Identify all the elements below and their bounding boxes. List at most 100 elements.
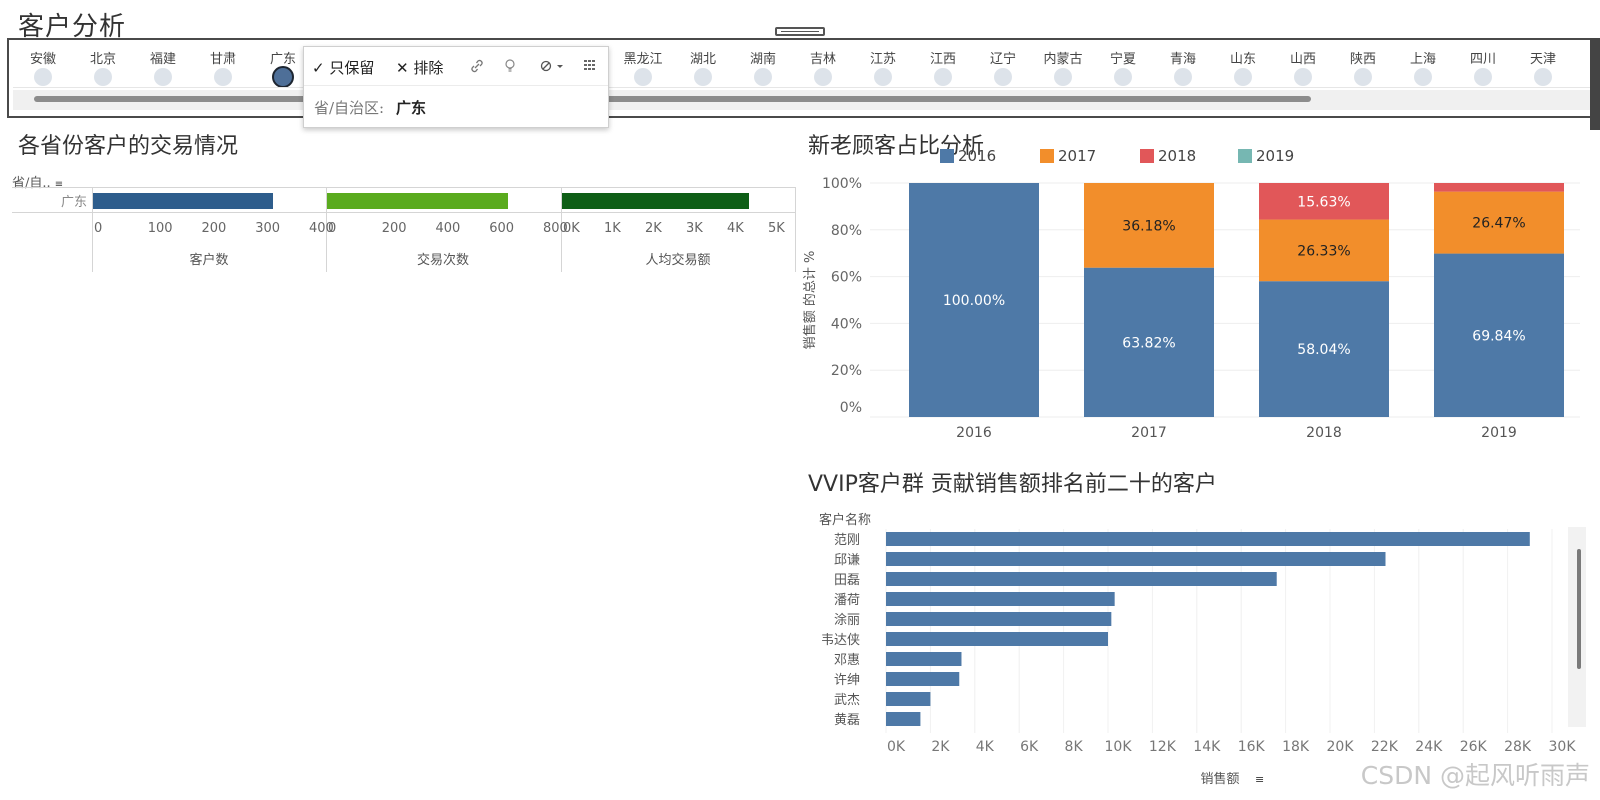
stacked-bar-segment[interactable] — [1259, 183, 1389, 220]
data-label: 26.33% — [1297, 243, 1350, 259]
left-panel-title: 各省份客户的交易情况 — [18, 134, 239, 159]
link-icon[interactable] — [470, 59, 484, 77]
province-label[interactable]: 宁夏 — [1109, 52, 1136, 67]
stacked-bar-segment[interactable] — [1434, 191, 1564, 254]
customer-name-label: 武杰 — [834, 693, 860, 708]
province-label[interactable]: 吉林 — [809, 52, 836, 67]
view-data-icon[interactable] — [584, 59, 598, 75]
stacked-bar-segment[interactable] — [909, 183, 1039, 417]
axis-tick-label: 400 — [435, 221, 461, 236]
province-label[interactable]: 湖南 — [749, 52, 776, 67]
customer-bar[interactable] — [886, 692, 931, 706]
y-tick-label: 40% — [831, 316, 862, 332]
drag-handle-icon[interactable] — [775, 27, 825, 36]
province-dot[interactable] — [214, 68, 232, 86]
axis-tick-label: 2K — [645, 221, 662, 236]
customer-bar[interactable] — [886, 552, 1386, 566]
province-label[interactable]: 陕西 — [1349, 52, 1376, 67]
province-dot[interactable] — [1534, 68, 1552, 86]
province-dot[interactable] — [1294, 68, 1312, 86]
customer-bar[interactable] — [886, 632, 1108, 646]
province-label[interactable]: 天津 — [1529, 52, 1556, 67]
stacked-bar-segment[interactable] — [1084, 183, 1214, 268]
province-dot[interactable] — [1354, 68, 1372, 86]
bar-交易次数 — [327, 193, 508, 209]
province-dot[interactable] — [34, 68, 52, 86]
legend-swatch — [1238, 149, 1252, 163]
customer-bar[interactable] — [886, 612, 1112, 626]
exclude-button[interactable]: ✕ 排除 — [396, 59, 444, 77]
province-dot[interactable] — [874, 68, 892, 86]
customer-bar[interactable] — [886, 672, 960, 686]
province-label[interactable]: 山西 — [1289, 52, 1316, 67]
scrollbar-thumb[interactable] — [1577, 549, 1581, 669]
filter-divider — [13, 87, 1594, 88]
customer-bar[interactable] — [886, 532, 1530, 546]
province-dot[interactable] — [814, 68, 832, 86]
province-label[interactable]: 青海 — [1169, 52, 1196, 67]
customer-bar[interactable] — [886, 592, 1115, 606]
province-label[interactable]: 辽宁 — [989, 52, 1016, 67]
stacked-bar-chart: 0% 20% 40% 60% 80% 100% 销售额 的总计 % 100.00% 2016 63… — [802, 176, 1580, 441]
province-label[interactable]: 上海 — [1409, 52, 1436, 67]
province-dot[interactable] — [154, 68, 172, 86]
data-label: 100.00% — [943, 293, 1005, 309]
data-label: 36.18% — [1122, 218, 1175, 234]
sort-icon[interactable]: ≡ — [1255, 773, 1264, 786]
customer-name-label: 黄磊 — [834, 713, 860, 728]
province-label[interactable]: 江苏 — [869, 52, 896, 67]
province-label[interactable]: 江西 — [929, 52, 956, 67]
province-label[interactable]: 北京 — [89, 52, 116, 67]
province-label[interactable]: 山东 — [1229, 52, 1256, 67]
scrollbar-thumb[interactable] — [34, 96, 1311, 102]
province-dot[interactable] — [1114, 68, 1132, 86]
x-tick-label: 8K — [1065, 739, 1084, 755]
province-label[interactable]: 福建 — [149, 52, 176, 67]
province-dot[interactable] — [694, 68, 712, 86]
pane-divider — [326, 187, 327, 272]
axis-title: 交易次数 — [416, 253, 469, 268]
axis-tick-label: 300 — [255, 221, 281, 236]
keep-only-button[interactable]: ✓ 只保留 — [312, 59, 375, 77]
province-label[interactable]: 广东 — [269, 52, 296, 67]
province-dot[interactable] — [1474, 68, 1492, 86]
province-dot[interactable] — [754, 68, 772, 86]
stacked-bar-segment[interactable] — [1084, 267, 1214, 417]
axis-title: 人均交易额 — [645, 253, 711, 268]
province-dot[interactable] — [1174, 68, 1192, 86]
province-dot[interactable] — [1414, 68, 1432, 86]
stacked-bar-segment[interactable] — [1434, 253, 1564, 417]
axis-tick-label: 4K — [727, 221, 744, 236]
legend-item[interactable]: 2018 — [1140, 147, 1196, 165]
province-label[interactable]: 四川 — [1469, 52, 1496, 67]
province-dot[interactable] — [94, 68, 112, 86]
province-dot[interactable] — [994, 68, 1012, 86]
axis-tick-label: 800 — [543, 221, 568, 236]
province-dot[interactable] — [634, 68, 652, 86]
legend-item[interactable]: 2017 — [1040, 147, 1096, 165]
group-members-icon[interactable] — [540, 59, 566, 77]
province-label[interactable]: 黑龙江 — [623, 52, 663, 67]
sort-icon[interactable]: ≡ — [54, 179, 64, 190]
data-label: 26.47% — [1472, 216, 1525, 232]
legend-item[interactable]: 2019 — [1238, 147, 1294, 165]
province-label[interactable]: 内蒙古 — [1043, 52, 1083, 67]
customer-bar[interactable] — [886, 712, 921, 726]
customer-bar[interactable] — [886, 652, 962, 666]
province-label[interactable]: 安徽 — [29, 52, 56, 67]
axis-tick-label: 200 — [381, 221, 407, 236]
stacked-bar-segment[interactable] — [1259, 219, 1389, 282]
stacked-bar-segment[interactable] — [1259, 281, 1389, 417]
legend-item[interactable]: 2016 — [940, 147, 996, 165]
customer-bar[interactable] — [886, 572, 1277, 586]
stacked-bar-segment[interactable] — [1434, 183, 1564, 192]
side-toolbar[interactable] — [1590, 38, 1600, 130]
province-dot[interactable] — [934, 68, 952, 86]
province-dot[interactable] — [1054, 68, 1072, 86]
province-dot[interactable] — [1234, 68, 1252, 86]
x-tick-label: 14K — [1193, 739, 1221, 755]
province-label[interactable]: 湖北 — [689, 52, 716, 67]
lightbulb-icon[interactable] — [504, 59, 516, 77]
province-label[interactable]: 甘肃 — [209, 52, 236, 67]
legend-label: 2016 — [958, 147, 997, 165]
